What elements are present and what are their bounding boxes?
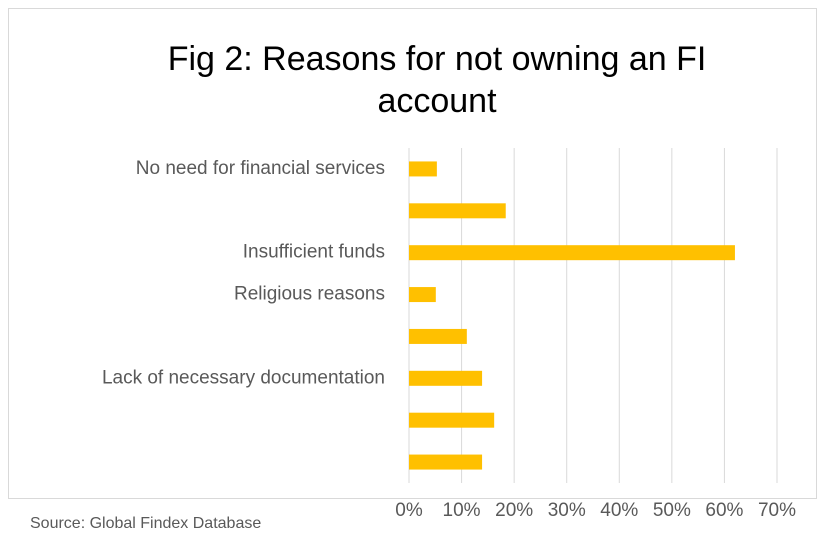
source-note: Source: Global Findex Database xyxy=(30,515,261,532)
bar xyxy=(409,328,467,344)
y-tick-label: No need for financial services xyxy=(136,158,385,179)
bar xyxy=(409,454,483,470)
x-tick-label: 40% xyxy=(600,500,638,521)
bar xyxy=(409,245,735,261)
bar xyxy=(409,161,437,177)
bar xyxy=(409,370,483,386)
chart-title: Fig 2: Reasons for not owning an FI acco… xyxy=(167,40,707,120)
x-tick-label: 70% xyxy=(758,500,796,521)
x-tick-label: 0% xyxy=(395,500,423,521)
y-tick-label: Lack of necessary documentation xyxy=(102,367,385,388)
y-tick-label: Religious reasons xyxy=(234,284,385,305)
x-tick-label: 20% xyxy=(495,500,533,521)
y-tick-label: Insufficient funds xyxy=(243,242,385,263)
x-tick-label: 50% xyxy=(653,500,691,521)
x-tick-label: 30% xyxy=(548,500,586,521)
bar xyxy=(409,412,495,428)
x-tick-label: 10% xyxy=(443,500,481,521)
chart-border xyxy=(8,8,817,499)
x-tick-label: 60% xyxy=(705,500,743,521)
bar xyxy=(409,203,506,219)
bar xyxy=(409,287,436,303)
